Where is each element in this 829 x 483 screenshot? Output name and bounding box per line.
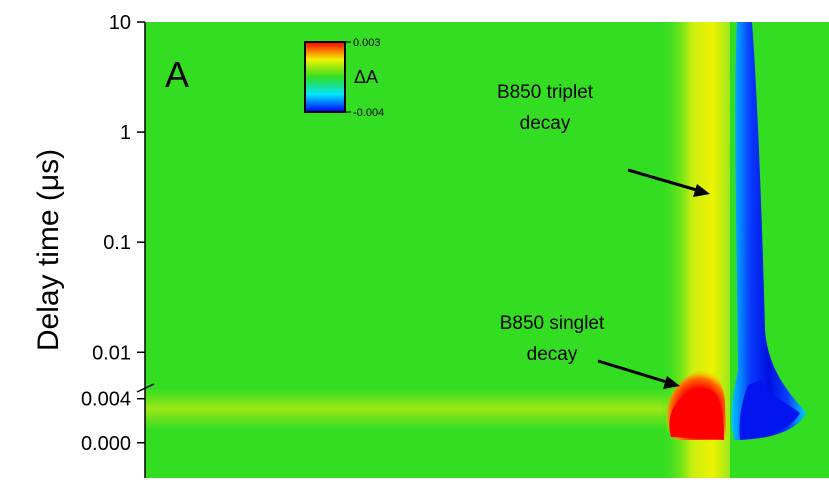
colorbar-tick-label: -0.004 — [353, 107, 384, 119]
annotation: decay — [520, 113, 571, 134]
colorbar-scale — [304, 41, 346, 113]
axis-break — [136, 383, 155, 393]
annotations: B850 triplet decay B850 singlet decay — [497, 82, 710, 389]
y-axis-label: Delay time (μs) — [32, 149, 65, 351]
panel-label: A — [165, 54, 189, 95]
y-tick-label: 0.004 — [81, 389, 131, 411]
annotation: decay — [527, 344, 578, 365]
y-tick-label: 10 — [109, 12, 131, 34]
y-tick-label: 0.000 — [81, 433, 131, 455]
heatmap — [145, 22, 829, 478]
arrow-head — [693, 184, 710, 197]
colorbar: ΔA 0.003 -0.004 — [304, 37, 384, 119]
annotation: B850 singlet — [500, 313, 605, 334]
colorbar-label: ΔA — [354, 67, 378, 87]
colorbar-tick-label: 0.003 — [353, 37, 381, 49]
arrow — [627, 168, 701, 193]
annotation: B850 triplet — [497, 82, 594, 103]
y-tick-label: 1 — [120, 122, 131, 144]
arrow — [597, 359, 671, 385]
y-tick-label: 0.01 — [92, 342, 131, 364]
y-tick-label: 0.1 — [103, 232, 131, 254]
arrow-head — [663, 376, 680, 389]
